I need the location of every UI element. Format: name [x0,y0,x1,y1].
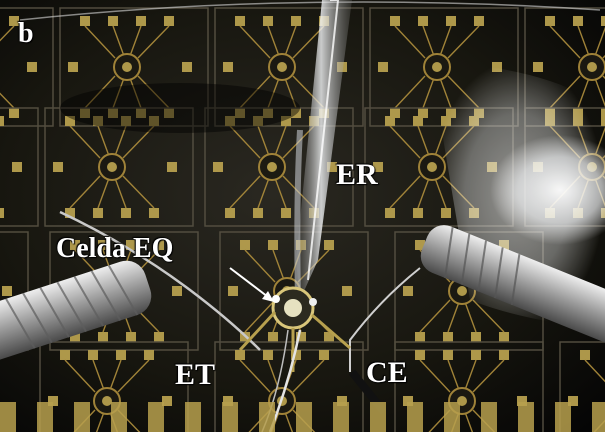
cell-label: Celda EQ [56,233,174,264]
counter-electrode-label: CE [366,356,408,389]
working-electrode-label: ET [175,358,216,391]
reference-electrode-label: ER [336,158,378,191]
panel-letter: b [18,18,34,49]
